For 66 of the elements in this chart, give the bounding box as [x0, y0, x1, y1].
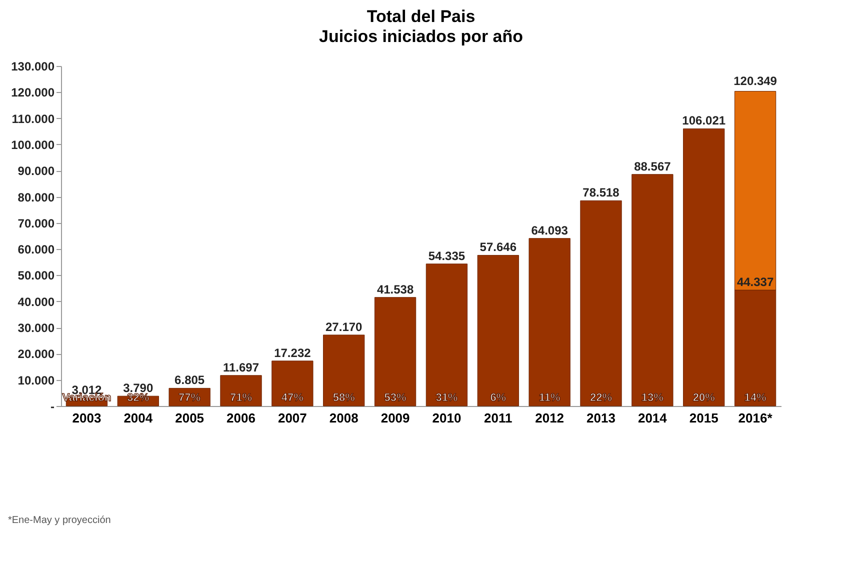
data-label: 64.093 [531, 223, 568, 238]
chart-title: Total del Pais [366, 7, 476, 26]
annotation: 31% [436, 392, 458, 404]
data-label: 27.170 [326, 320, 363, 334]
annotation: 47% [281, 392, 304, 404]
annotation: 13% [641, 392, 664, 404]
annotation: 20% [692, 392, 716, 404]
y-tick-label: 80.000 [18, 190, 55, 204]
bar [220, 375, 262, 406]
y-tick-label: 130.000 [11, 60, 55, 74]
y-tick-label: 30.000 [18, 321, 55, 336]
x-tick-label: 2004 [124, 410, 154, 426]
bar [477, 254, 519, 406]
data-label: 57.646 [480, 240, 517, 254]
y-tick-label: 70.000 [18, 216, 55, 230]
data-label: 106.021 [682, 114, 726, 128]
annotation: 11% [538, 392, 560, 404]
annotation: 77% [178, 392, 201, 404]
x-tick-label: 2006 [226, 410, 256, 426]
x-tick-label: 2008 [329, 410, 358, 426]
bar [374, 297, 416, 406]
annotation: 14% [744, 392, 767, 404]
bar [580, 200, 622, 406]
bar [426, 264, 468, 406]
annotation: 53% [384, 392, 407, 404]
x-tick-label: 2011 [484, 410, 512, 426]
x-tick-label: 2015 [689, 410, 718, 426]
bar [528, 238, 570, 406]
y-tick-label: 110.000 [12, 112, 55, 126]
data-label: 41.538 [376, 282, 414, 296]
data-label: 6.805 [174, 373, 205, 388]
bar [683, 128, 725, 406]
x-tick-label: 2014 [638, 410, 668, 426]
y-tick-label: 90.000 [18, 164, 55, 178]
chart-subtitle: Juicios iniciados por año [318, 27, 524, 46]
annotation: 22% [590, 392, 612, 404]
data-label: 78.518 [582, 186, 620, 200]
annotation: 71% [230, 392, 252, 404]
y-tick-label: 40.000 [18, 294, 55, 309]
data-label: 17.232 [274, 346, 312, 360]
bar [632, 174, 674, 406]
data-label: 11.697 [222, 360, 260, 374]
x-tick-label: 2009 [380, 410, 410, 426]
bar [272, 360, 314, 406]
data-label: 44.337 [736, 275, 774, 290]
x-tick-label: 2003 [72, 410, 102, 426]
y-tick-label: 10.000 [18, 373, 55, 388]
bar [323, 334, 365, 406]
y-tick-label: 100.000 [11, 138, 55, 152]
y-tick-label: 20.000 [18, 347, 55, 362]
y-tick-label: - [50, 400, 54, 414]
y-tick-label: 50.000 [18, 268, 55, 283]
x-tick-label: 2012 [535, 410, 564, 426]
text: *Ene-May y proyección [8, 515, 111, 526]
y-tick-label: 120.000 [11, 86, 55, 100]
x-tick-label: 2005 [175, 410, 204, 426]
total-label: 120.349 [734, 74, 778, 88]
x-tick-label: 2007 [278, 410, 307, 426]
data-label: 54.335 [428, 248, 466, 263]
y-tick-label: 60.000 [18, 242, 55, 257]
annotation: 6% [490, 392, 506, 404]
data-label: 88.567 [634, 159, 672, 174]
x-tick-label: 2016* [738, 410, 774, 426]
annotation: 58% [332, 392, 356, 404]
x-tick-label: 2010 [432, 410, 462, 426]
x-tick-label: 2013 [586, 410, 616, 426]
